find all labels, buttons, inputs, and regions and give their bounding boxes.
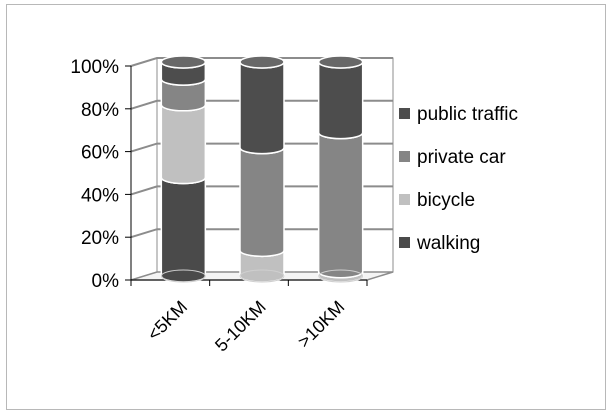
- bar-base: [160, 269, 206, 283]
- legend-item: bicycle: [399, 190, 475, 211]
- gridline: [130, 142, 393, 153]
- legend-label: bicycle: [417, 190, 475, 211]
- bar-segment: [317, 61, 364, 140]
- legend-swatch: [399, 108, 410, 119]
- bar-segment: [239, 147, 285, 258]
- bar-base: [318, 269, 364, 283]
- bar-segment: [317, 132, 364, 279]
- y-tick-label: 40%: [81, 185, 119, 206]
- bars: [160, 55, 364, 283]
- legend-item: walking: [399, 233, 480, 254]
- legend-label: public traffic: [417, 104, 518, 125]
- stacked-bar-chart: 0% 20% 40% 60% 80% 100% <5KM 5-10KM >10KM publi…: [70, 55, 518, 356]
- bar-stack: [160, 55, 207, 283]
- bar-stack: [317, 55, 364, 283]
- legend-label: walking: [416, 233, 480, 254]
- y-tick-label: 80%: [81, 100, 119, 121]
- y-tick-labels: 0% 20% 40% 60% 80% 100%: [70, 57, 119, 292]
- y-tick-label: 100%: [70, 57, 119, 78]
- gridlines: [130, 57, 393, 239]
- bar-segment: [160, 177, 207, 283]
- legend-swatch: [399, 194, 410, 205]
- bar-stack: [239, 55, 285, 283]
- y-tick-label: 0%: [92, 271, 120, 292]
- legend-item: private car: [399, 147, 506, 168]
- y-tick-label: 60%: [81, 143, 119, 164]
- x-category-labels: <5KM 5-10KM >10KM: [143, 297, 348, 356]
- y-tick-label: 20%: [81, 228, 119, 249]
- bar-segment-top: [239, 55, 285, 69]
- x-category-label: 5-10KM: [211, 297, 270, 356]
- bar-segment: [239, 61, 285, 155]
- x-category-label: <5KM: [143, 297, 191, 345]
- gridline: [130, 99, 393, 110]
- bar-segment-top: [317, 55, 364, 69]
- legend-swatch: [399, 151, 410, 162]
- legend-item: public traffic: [399, 104, 518, 125]
- legend: public traffic private car bicycle walking: [399, 104, 518, 254]
- x-category-label: >10KM: [294, 297, 349, 352]
- side-wall: [130, 57, 158, 281]
- chart-frame: 0% 20% 40% 60% 80% 100% <5KM 5-10KM >10KM publi…: [6, 4, 606, 410]
- gridline: [130, 57, 393, 67]
- gridline: [130, 185, 393, 196]
- bar-segment: [160, 104, 207, 185]
- bar-base: [239, 269, 285, 283]
- legend-label: private car: [417, 147, 506, 168]
- bar-segment-top: [160, 55, 207, 69]
- legend-swatch: [399, 237, 410, 248]
- gridline: [130, 228, 393, 239]
